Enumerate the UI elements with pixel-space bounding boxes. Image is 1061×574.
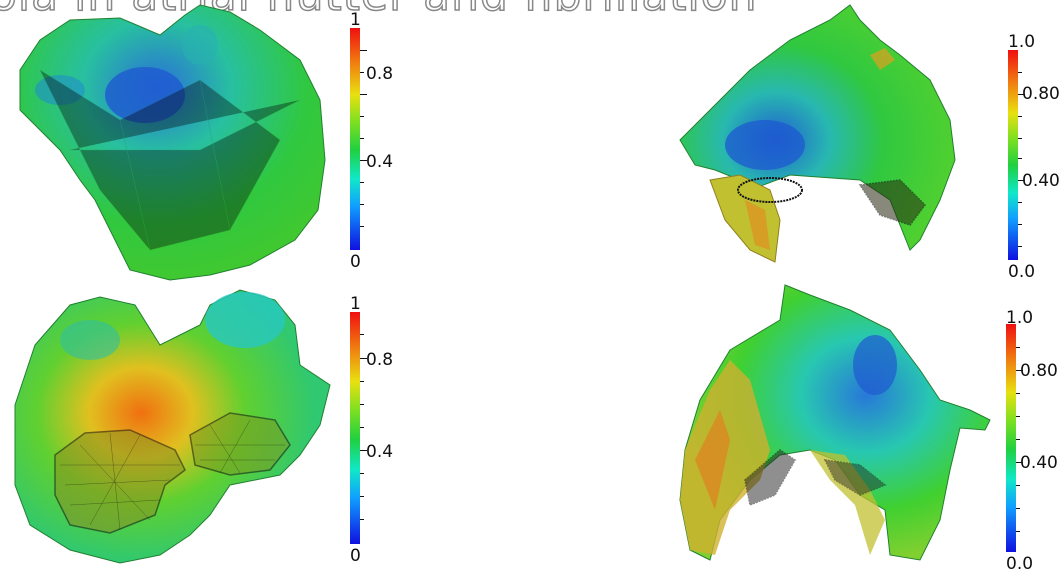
colorbar-min-label: 0.0 xyxy=(1008,262,1036,282)
colorbar-1: 1 0.8 0.4 0 xyxy=(350,12,410,272)
colorbar-tick-label: 0.80 xyxy=(1022,84,1060,104)
colorbar-tick-label: 0.4 xyxy=(366,152,394,172)
colorbar-gradient xyxy=(1006,324,1016,552)
colorbar-tick-label: 0.80 xyxy=(1020,361,1058,381)
colorbar-tick-label: 0.8 xyxy=(366,64,394,84)
colorbar-min-label: 0.0 xyxy=(1006,554,1034,574)
atrial-mesh-bottom-left xyxy=(14,289,331,564)
colorbar-tick-label: 0.4 xyxy=(366,442,394,462)
atrial-mesh-top-left xyxy=(19,4,326,281)
colorbar-2: 1.0 0.80 0.40 0.0 xyxy=(1008,32,1061,284)
atrial-mesh-bottom-right xyxy=(679,284,991,561)
colorbar-tick-label: 0.40 xyxy=(1020,453,1058,473)
colorbar-min-label: 0 xyxy=(350,252,361,272)
colorbar-tick-label: 0.40 xyxy=(1022,171,1060,191)
colorbar-3: 1 0.8 0.4 0 xyxy=(350,296,410,566)
colorbar-gradient xyxy=(350,28,360,250)
colorbar-max-label: 1 xyxy=(350,10,361,30)
colorbar-tick-label: 0.8 xyxy=(366,350,394,370)
colorbar-max-label: 1.0 xyxy=(1008,32,1036,52)
atrial-mesh-top-right xyxy=(679,4,956,263)
colorbar-gradient xyxy=(350,312,360,544)
colorbar-max-label: 1.0 xyxy=(1006,308,1034,328)
colorbar-min-label: 0 xyxy=(350,546,361,566)
colorbar-max-label: 1 xyxy=(350,294,361,314)
colorbar-4: 1.0 0.80 0.40 0.0 xyxy=(1006,308,1061,574)
colorbar-gradient xyxy=(1008,50,1018,260)
